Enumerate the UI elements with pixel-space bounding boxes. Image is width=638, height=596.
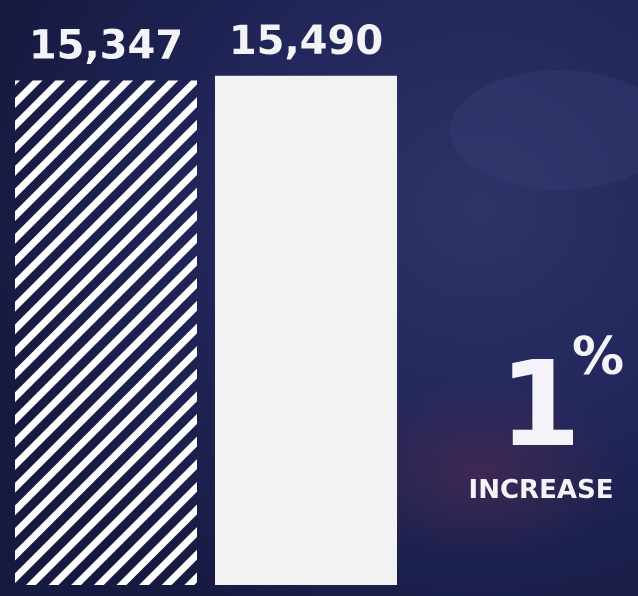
- background-glow: [340, 380, 620, 560]
- bar: [15, 80, 197, 585]
- change-unit: %: [572, 327, 624, 387]
- change-label: INCREASE: [469, 475, 614, 505]
- bar: [215, 75, 397, 586]
- plot: 15,347 15,490: [15, 18, 397, 586]
- background-shape: [450, 70, 638, 190]
- value-label: 15,490: [229, 18, 383, 64]
- change-value: 1: [499, 335, 581, 473]
- value-label: 15,347: [29, 22, 183, 68]
